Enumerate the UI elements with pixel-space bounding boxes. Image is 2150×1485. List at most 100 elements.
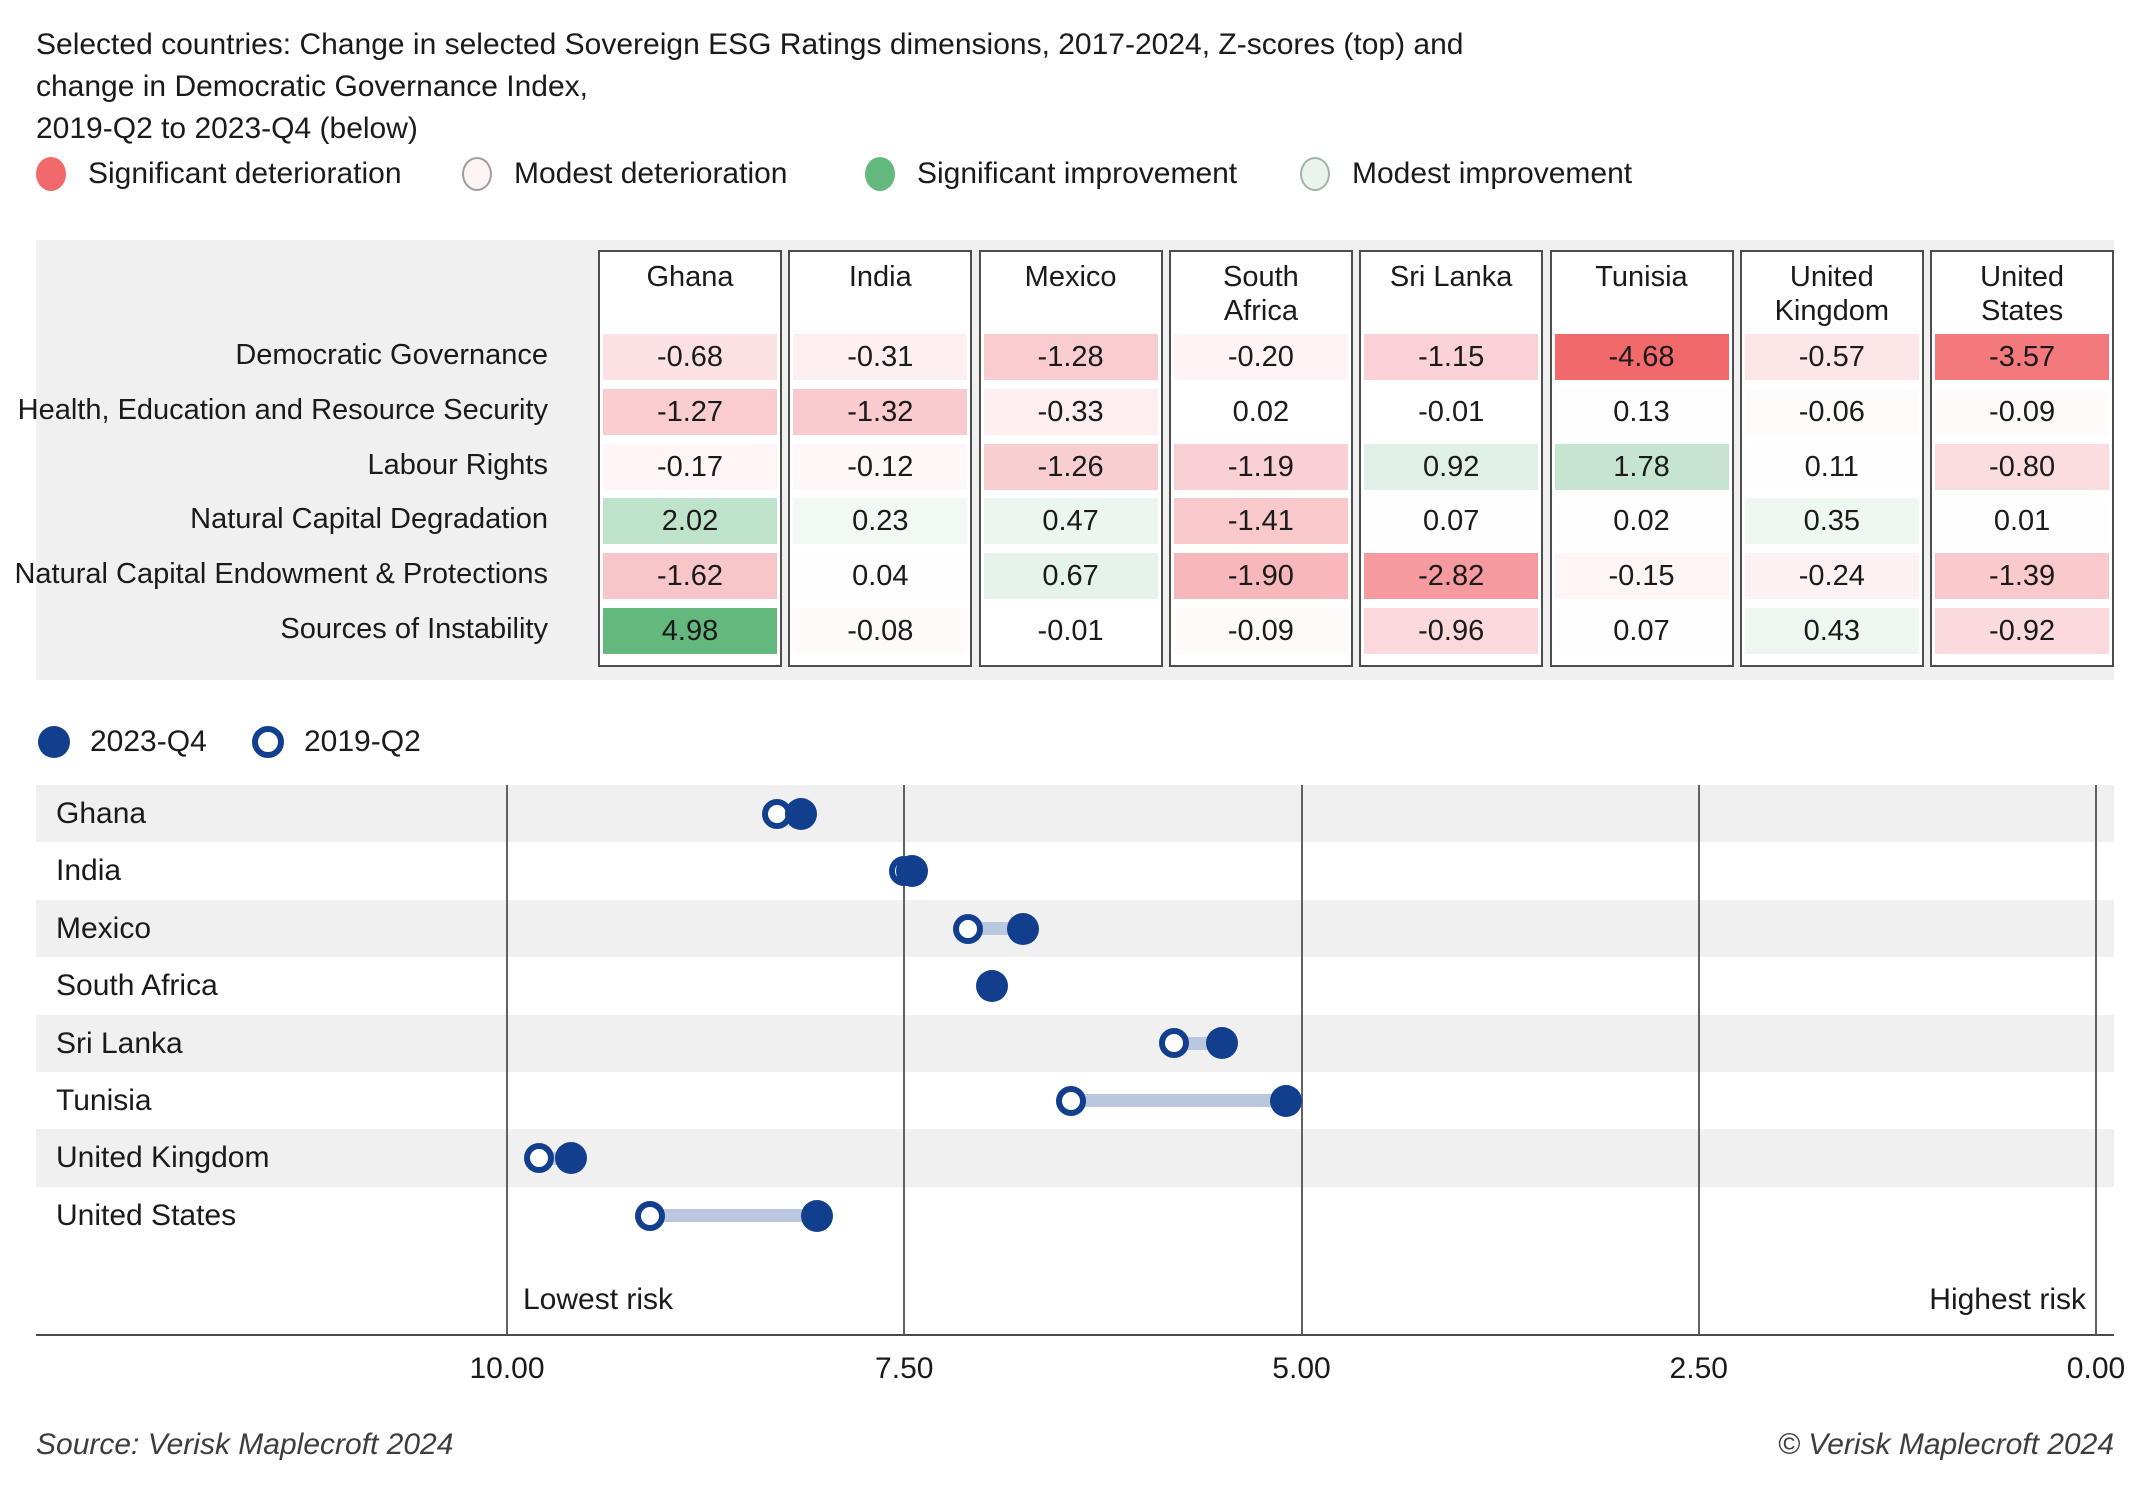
country-row-label: South Africa bbox=[56, 969, 218, 1003]
series-legend-item: 2019-Q2 bbox=[252, 722, 421, 762]
dot-2023-q4 bbox=[975, 969, 1008, 1002]
dot-2019-q2 bbox=[1159, 1028, 1190, 1059]
country-header: Ghana bbox=[646, 261, 734, 293]
esg-cell: -0.08 bbox=[793, 608, 968, 654]
country-header: Tunisia bbox=[1595, 261, 1688, 293]
esg-cell: -1.27 bbox=[603, 388, 777, 435]
category-legend-item: Modest improvement bbox=[1300, 154, 1632, 194]
country-column-sri-lanka: Sri Lanka -1.15 -0.01 0.92 0.07 -2.82 -0.96 bbox=[1359, 250, 1544, 667]
dumbbell-connector bbox=[1071, 1094, 1286, 1108]
country-header: United States bbox=[1980, 261, 2064, 327]
legend-dot-icon bbox=[36, 157, 66, 191]
esg-cell: 0.01 bbox=[1935, 498, 2110, 545]
esg-cell: -1.32 bbox=[793, 388, 968, 435]
esg-cell: -0.06 bbox=[1744, 388, 1919, 435]
esg-cell: 0.92 bbox=[1364, 443, 1539, 490]
country-row-label: India bbox=[56, 854, 122, 888]
country-header: Sri Lanka bbox=[1389, 261, 1513, 293]
legend-dot-icon bbox=[865, 157, 895, 191]
esg-cell: -0.12 bbox=[793, 443, 968, 490]
country-column-ghana: Ghana -0.68 -1.27 -0.17 2.02 -1.62 4.98 bbox=[598, 250, 782, 667]
x-tick-label: 5.00 bbox=[1272, 1352, 1331, 1385]
esg-cell: -0.20 bbox=[1173, 334, 1348, 380]
open-dot-icon bbox=[252, 726, 284, 758]
esg-cell: 0.43 bbox=[1744, 608, 1919, 654]
chart-row-band bbox=[36, 1186, 2114, 1245]
country-column-tunisia: Tunisia -4.68 0.13 1.78 0.02 -0.15 0.07 bbox=[1549, 250, 1734, 667]
country-row-label: Tunisia bbox=[56, 1084, 152, 1117]
esg-cell: 0.02 bbox=[1554, 498, 1729, 545]
country-header: South Africa bbox=[1222, 261, 1299, 327]
dot-2023-q4 bbox=[800, 1199, 833, 1232]
dot-2019-q2 bbox=[952, 913, 983, 944]
source-text: Source: Verisk Maplecroft 2024 bbox=[36, 1428, 454, 1461]
esg-cell: -1.62 bbox=[603, 553, 777, 600]
x-tick-label: 0.00 bbox=[2066, 1352, 2126, 1385]
esg-table: Democratic Governance Health, Education a… bbox=[14, 240, 2115, 680]
esg-cell: 1.78 bbox=[1554, 443, 1729, 490]
esg-cell: -1.41 bbox=[1173, 498, 1348, 545]
dot-2023-q4 bbox=[1269, 1084, 1302, 1117]
esg-cell: -0.33 bbox=[983, 388, 1158, 435]
gridline bbox=[1300, 785, 1303, 1334]
filled-dot-icon bbox=[38, 726, 70, 758]
country-row-label: United States bbox=[56, 1198, 237, 1232]
copyright-text: © Verisk Maplecroft 2024 bbox=[1777, 1428, 2114, 1461]
esg-cell: -1.26 bbox=[983, 443, 1158, 490]
dot-2019-q2 bbox=[1056, 1085, 1087, 1116]
country-header: Mexico bbox=[1024, 261, 1117, 293]
country-column-united-states: United States -3.57 -0.09 -0.80 0.01 -1.39 -0.… bbox=[1930, 250, 2115, 667]
legend-dot-icon bbox=[462, 157, 492, 191]
x-tick-label: 7.50 bbox=[875, 1352, 934, 1385]
category-legend-item: Modest deterioration bbox=[462, 154, 788, 194]
category-legend-label: Significant improvement bbox=[917, 157, 1238, 190]
esg-cell: -0.57 bbox=[1744, 334, 1919, 380]
country-row-label: Ghana bbox=[56, 797, 147, 830]
table-row-label: Democratic Governance bbox=[235, 339, 548, 371]
esg-cell: -1.90 bbox=[1173, 553, 1348, 600]
lowest-risk-label: Lowest risk bbox=[523, 1283, 674, 1316]
table-row-label: Natural Capital Degradation bbox=[190, 503, 548, 536]
esg-cell: -0.09 bbox=[1173, 608, 1348, 654]
country-row-label: United Kingdom bbox=[56, 1141, 270, 1175]
gridline bbox=[506, 785, 508, 1334]
dot-2023-q4 bbox=[784, 797, 817, 830]
esg-cell: 4.98 bbox=[603, 608, 777, 654]
country-row-label: Sri Lanka bbox=[56, 1026, 183, 1060]
esg-cell: 0.35 bbox=[1744, 498, 1919, 545]
esg-cell: -0.09 bbox=[1935, 388, 2110, 435]
dot-2019-q2 bbox=[635, 1200, 665, 1231]
esg-cell: -4.68 bbox=[1554, 334, 1729, 380]
esg-cell: 0.02 bbox=[1173, 388, 1348, 435]
legend-dot-icon bbox=[1300, 157, 1330, 191]
table-row-label: Natural Capital Endowment & Protections bbox=[14, 558, 548, 591]
country-header: United Kingdom bbox=[1774, 261, 1890, 327]
chart-row-band bbox=[36, 899, 2114, 958]
category-legend-item: Significant improvement bbox=[865, 154, 1237, 194]
dot-2019-q2 bbox=[523, 1143, 554, 1174]
gridline bbox=[1697, 785, 1700, 1334]
gridline bbox=[2095, 785, 2097, 1334]
x-axis-line bbox=[36, 1334, 2114, 1336]
dot-2023-q4 bbox=[1007, 912, 1040, 945]
series-legend-label: 2023-Q4 bbox=[90, 725, 207, 758]
esg-cell: -0.31 bbox=[793, 334, 968, 380]
chart-row-band bbox=[36, 1014, 2114, 1072]
country-column-mexico: Mexico -1.28 -0.33 -1.26 0.47 0.67 -0.01 bbox=[978, 250, 1163, 667]
esg-cell: -1.15 bbox=[1364, 334, 1539, 380]
dot-2023-q4 bbox=[554, 1142, 587, 1175]
chart-row-band bbox=[36, 785, 2114, 843]
esg-cell: -3.57 bbox=[1935, 334, 2110, 380]
esg-cell: 0.13 bbox=[1554, 388, 1729, 435]
chart-row-band bbox=[36, 842, 2114, 900]
series-legend-label: 2019-Q2 bbox=[304, 725, 421, 758]
category-legend-label: Modest deterioration bbox=[514, 157, 788, 190]
esg-cell: 0.47 bbox=[983, 498, 1158, 545]
esg-cell: 0.23 bbox=[793, 498, 968, 545]
gridline bbox=[903, 785, 906, 1334]
table-row-label: Health, Education and Resource Security bbox=[17, 393, 548, 426]
series-legend-item: 2023-Q4 bbox=[38, 722, 207, 762]
highest-risk-label: Highest risk bbox=[1929, 1283, 2086, 1316]
esg-cell: -0.01 bbox=[1364, 388, 1539, 435]
esg-cell: 0.11 bbox=[1744, 443, 1919, 490]
